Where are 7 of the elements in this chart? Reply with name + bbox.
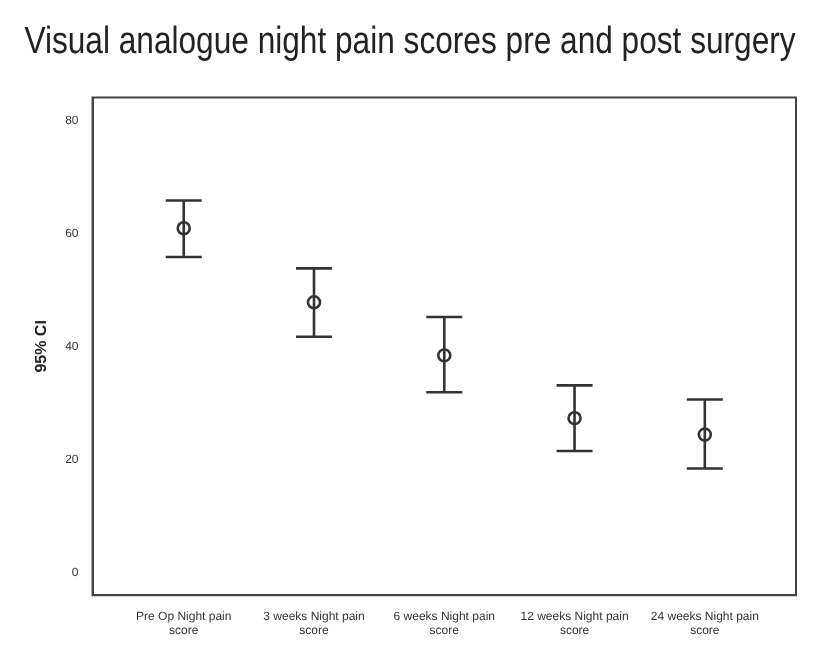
point	[306, 295, 322, 310]
chart-title: Visual analogue night pain scores pre and post surgery	[24, 18, 797, 62]
y-axis-title: 95% CI	[32, 320, 51, 373]
point	[567, 410, 582, 426]
point	[697, 427, 713, 442]
point	[176, 220, 192, 236]
point	[436, 348, 452, 363]
